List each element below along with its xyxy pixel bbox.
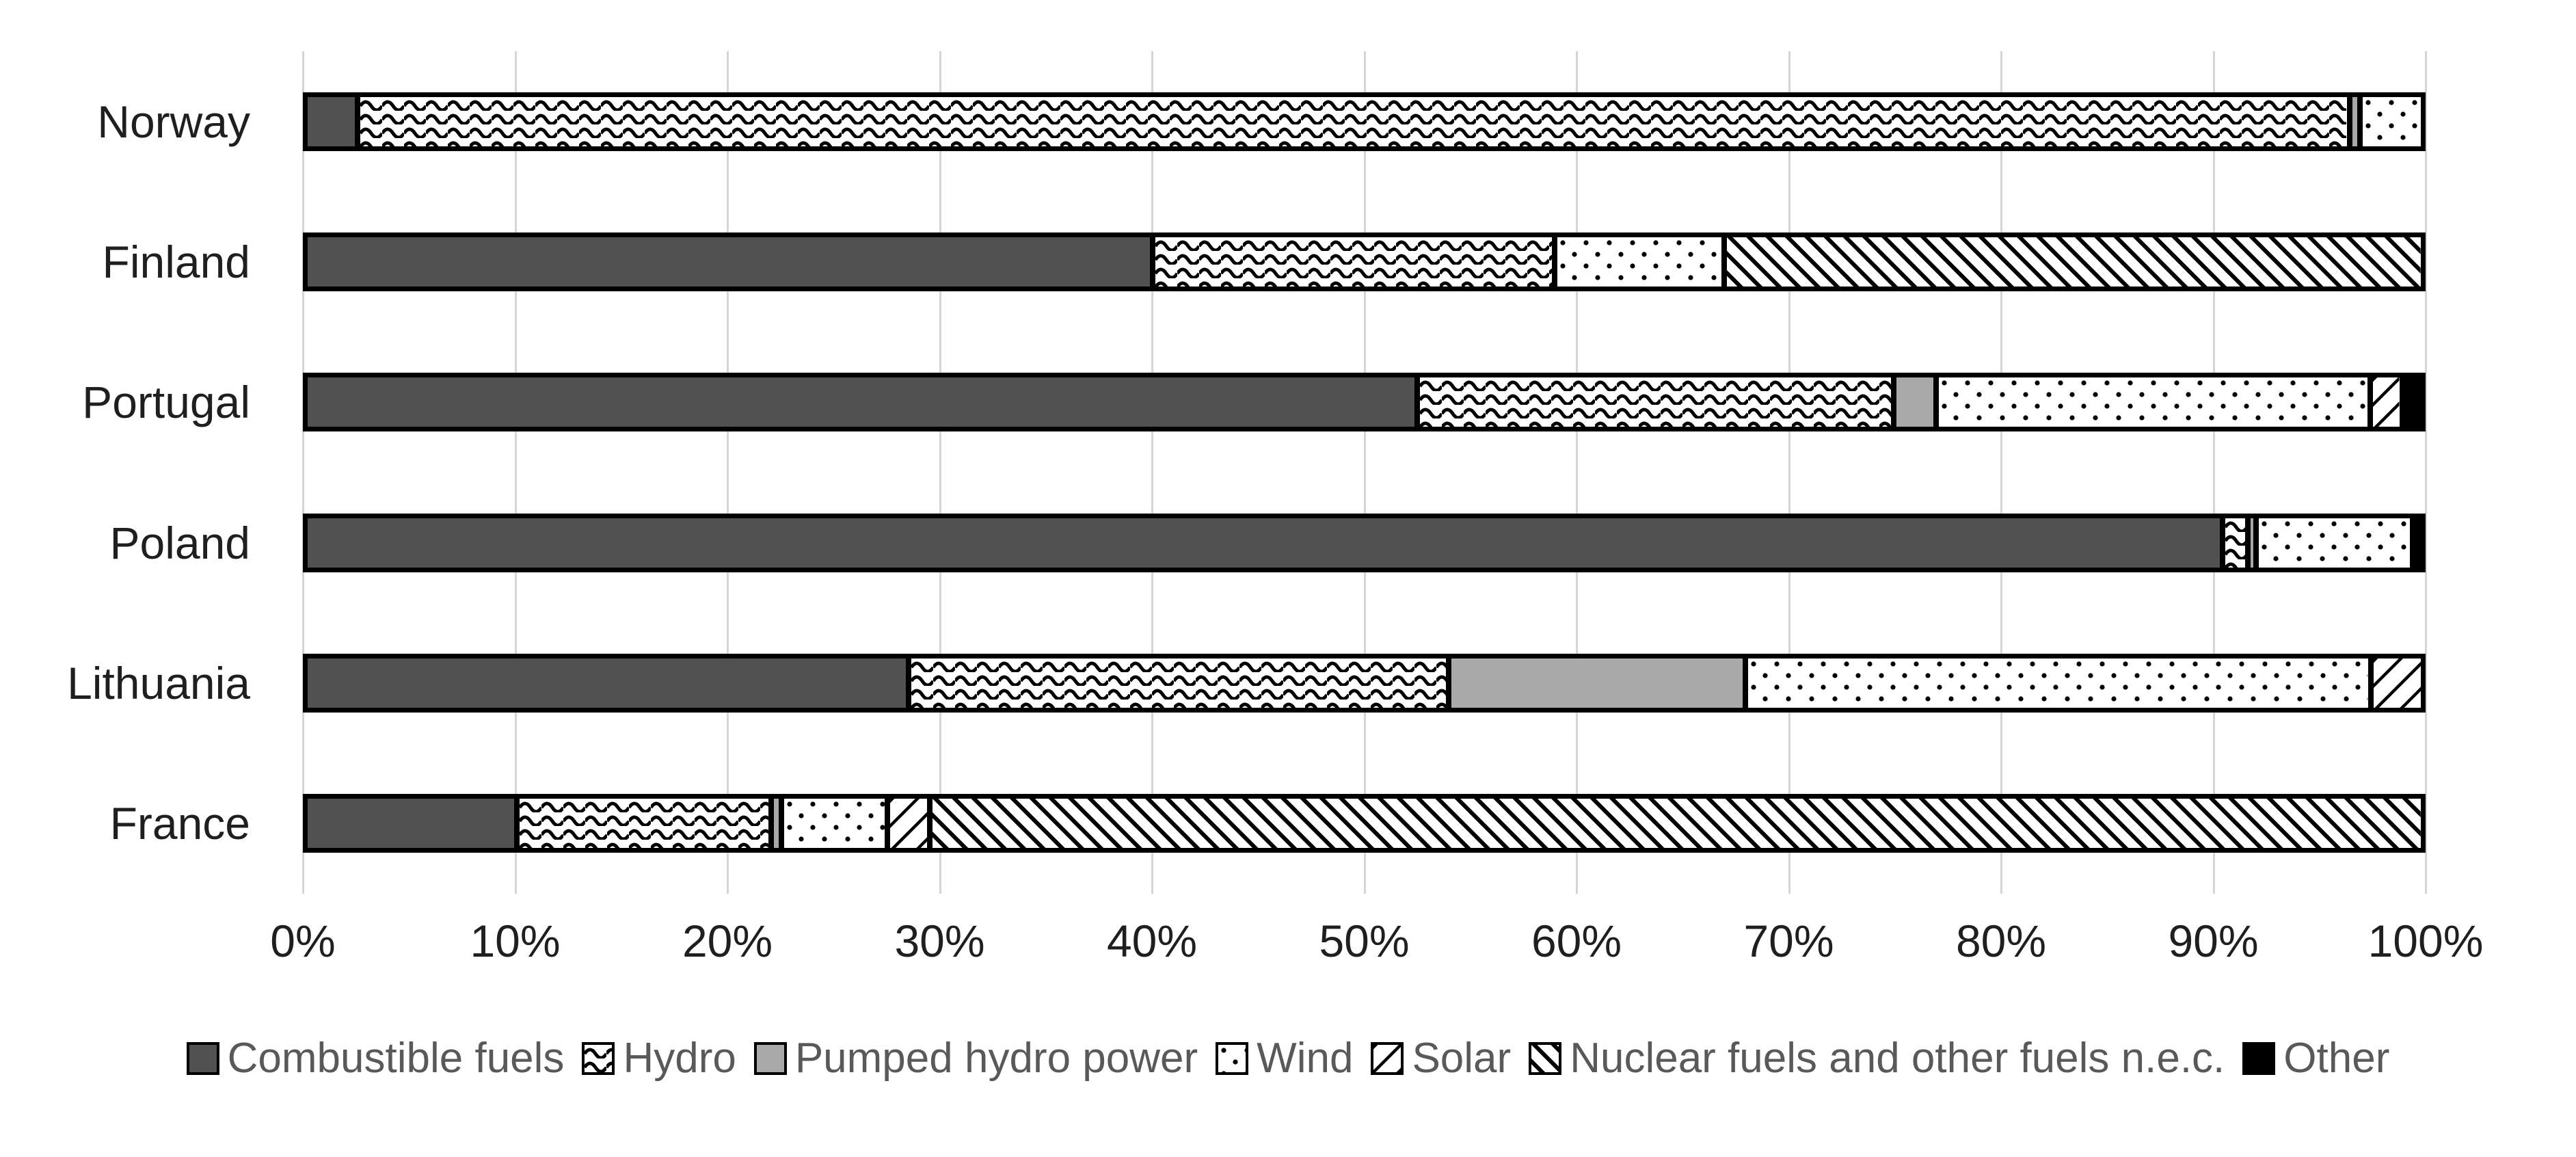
gridline — [2212, 51, 2215, 894]
x-tick-0: 0% — [270, 916, 336, 966]
bar-segment-wind — [1555, 234, 1725, 289]
bar-segment-hydro — [516, 796, 771, 851]
bar-segment-hydro — [909, 655, 1449, 710]
bar-portugal — [303, 373, 2426, 432]
bar-segment-solar — [2370, 375, 2402, 430]
bar-france — [303, 794, 2426, 853]
x-tick-10: 10% — [470, 916, 561, 966]
bar-norway — [303, 92, 2426, 151]
bar-segment-nuclear-fuels — [1724, 234, 2424, 289]
bar-row — [303, 473, 2426, 613]
x-tick-30: 30% — [894, 916, 985, 966]
bar-poland — [303, 513, 2426, 572]
bar-segment-combustible-fuels — [305, 515, 2223, 570]
x-tick-80: 80% — [1955, 916, 2047, 966]
bar-row — [303, 191, 2426, 332]
legend-label: Hydro — [623, 1035, 736, 1082]
category-label-france: France — [109, 798, 250, 849]
x-tick-50: 50% — [1319, 916, 1410, 966]
bar-segment-combustible-fuels — [305, 375, 1417, 430]
bar-segment-pumped-hydro-power — [2349, 94, 2360, 149]
bar-segment-hydro — [1152, 234, 1555, 289]
bar-segment-pumped-hydro-power — [1449, 655, 1746, 710]
category-label-poland: Poland — [109, 517, 250, 568]
bar-segment-wind — [1936, 375, 2371, 430]
bar-segment-pumped-hydro-power — [1894, 375, 1937, 430]
plot-area — [302, 51, 2427, 894]
legend-item-pumped-hydro-power: Pumped hydro power — [753, 1034, 1198, 1082]
gridline — [1576, 51, 1578, 894]
gridlines — [302, 51, 2427, 894]
legend-swatch-pumped-hydro-power-icon — [753, 1041, 787, 1075]
bar-segment-hydro — [358, 94, 2350, 149]
bar-segment-wind — [2256, 515, 2413, 570]
category-label-lithuania: Lithuania — [67, 657, 250, 708]
gridline — [1363, 51, 1366, 894]
bar-segment-nuclear-fuels — [930, 796, 2424, 851]
bar-segment-wind — [1745, 655, 2371, 710]
gridline — [727, 51, 729, 894]
legend-item-other: Other — [2242, 1034, 2389, 1082]
legend-label: Wind — [1257, 1035, 1354, 1082]
bar-segment-combustible-fuels — [305, 234, 1153, 289]
value-axis: 0% 10% 20% 30% 40% 50% 60% 70% 80% 90% 1… — [270, 915, 2483, 976]
bar-row — [303, 332, 2426, 473]
category-label-finland: Finland — [102, 236, 250, 287]
bar-rows — [303, 51, 2426, 894]
gridline — [514, 51, 517, 894]
category-axis: Norway Finland Portugal Poland Lithuania… — [0, 51, 275, 894]
gridline — [2000, 51, 2002, 894]
legend-label: Other — [2283, 1035, 2390, 1082]
x-tick-40: 40% — [1106, 916, 1198, 966]
bar-lithuania — [303, 653, 2426, 713]
legend-swatch-wind-icon — [1216, 1041, 1249, 1075]
legend-item-wind: Wind — [1216, 1034, 1353, 1082]
bar-segment-combustible-fuels — [305, 796, 517, 851]
legend-label: Pumped hydro power — [794, 1035, 1198, 1082]
bar-segment-solar — [2370, 655, 2424, 710]
legend-item-combustible-fuels: Combustible fuels — [186, 1034, 565, 1082]
legend-swatch-other-icon — [2242, 1041, 2276, 1075]
legend-swatch-combustible-fuels-icon — [186, 1041, 219, 1075]
gridline — [2425, 51, 2427, 894]
legend-swatch-solar-icon — [1371, 1041, 1404, 1075]
bar-segment-wind — [2360, 94, 2424, 149]
x-tick-100: 100% — [2367, 916, 2484, 966]
bar-segment-wind — [781, 796, 888, 851]
gridline — [302, 51, 304, 894]
x-tick-70: 70% — [1743, 916, 1834, 966]
bar-segment-pumped-hydro-power — [2247, 515, 2257, 570]
legend-item-solar: Solar — [1371, 1034, 1511, 1082]
bar-segment-pumped-hydro-power — [770, 796, 782, 851]
bar-segment-solar — [887, 796, 930, 851]
legend: Combustible fuels Hydro Pumped hydro pow… — [0, 1034, 2576, 1082]
legend-label: Solar — [1412, 1035, 1512, 1082]
bar-segment-hydro — [2222, 515, 2248, 570]
bar-segment-other — [2413, 515, 2424, 570]
bar-row — [303, 51, 2426, 191]
gridline — [939, 51, 941, 894]
gridline — [1151, 51, 1153, 894]
bar-finland — [303, 232, 2426, 291]
legend-label: Combustible fuels — [227, 1035, 565, 1082]
legend-swatch-nuclear-fuels-icon — [1529, 1041, 1562, 1075]
category-label-norway: Norway — [97, 96, 250, 147]
legend-label: Nuclear fuels and other fuels n.e.c. — [1570, 1035, 2225, 1082]
bar-segment-other — [2402, 375, 2424, 430]
bar-segment-combustible-fuels — [305, 655, 909, 710]
x-tick-20: 20% — [682, 916, 773, 966]
bar-segment-combustible-fuels — [305, 94, 358, 149]
category-label-portugal: Portugal — [82, 377, 250, 428]
x-tick-60: 60% — [1531, 916, 1622, 966]
legend-swatch-hydro-icon — [582, 1041, 615, 1075]
gridline — [1788, 51, 1790, 894]
x-tick-90: 90% — [2168, 916, 2259, 966]
legend-item-nuclear-fuels: Nuclear fuels and other fuels n.e.c. — [1529, 1034, 2225, 1082]
legend-item-hydro: Hydro — [582, 1034, 736, 1082]
bar-row — [303, 613, 2426, 753]
bar-row — [303, 754, 2426, 894]
bar-segment-hydro — [1417, 375, 1894, 430]
